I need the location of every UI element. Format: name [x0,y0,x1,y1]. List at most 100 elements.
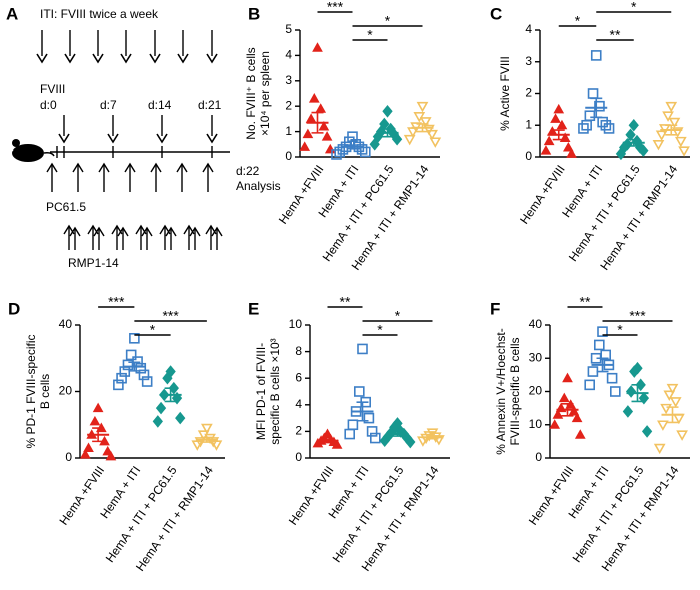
y-tick-label: 4 [295,397,302,411]
y-tick-label: 2 [295,424,302,438]
error-bar [561,403,574,417]
significance-label: ** [610,27,621,43]
arrow-head [177,53,189,64]
significance-label: * [631,0,637,15]
error-bar [596,357,609,373]
data-point [543,135,555,146]
data-point [590,50,602,61]
error-bar [391,431,404,437]
analysis-label: Analysis [236,179,281,193]
error-bar [346,144,359,150]
data-point [79,449,91,459]
panel-label: F [490,299,500,318]
arrow-head [149,53,161,64]
data-point [669,397,682,408]
arrow-head [93,226,105,237]
y-tick-label: 2 [525,86,532,100]
error-bar [164,387,177,403]
data-point [379,434,390,447]
arrow-head [124,162,136,173]
arrow-head [150,162,162,173]
error-bar [311,111,324,134]
data-point [603,123,615,134]
data-point [663,390,676,401]
error-bar [416,123,429,133]
y-tick-label: 2 [285,98,292,112]
data-point [312,42,323,52]
arrow-head [120,53,132,64]
panel-label: B [248,4,260,23]
y-tick-label: 30 [529,350,543,364]
mouse-icon [10,139,55,162]
data-point [201,423,213,435]
arrow-head [211,226,223,237]
data-point [152,415,163,428]
arrow-head [98,162,110,173]
data-point [155,401,167,415]
arrow-head [206,53,218,64]
data-point [318,121,330,131]
data-point [553,103,565,114]
pc-label: PC61.5 [46,200,86,214]
y-tick-label: 3 [285,73,292,87]
y-tick-label: 4 [525,22,532,36]
data-point [122,359,134,371]
data-point [407,127,419,138]
data-point [116,372,127,384]
data-point [574,429,586,439]
arrow-head [69,226,81,237]
data-point [652,140,665,151]
data-point [658,124,671,135]
y-axis-label: FVIII-specific B cells [508,337,522,445]
data-point [587,88,599,99]
data-point [105,450,117,461]
schematic-fviii: FVIII [40,82,65,96]
data-point [138,369,150,381]
x-tick-label: HemA +FVIII [276,163,327,227]
data-point [312,437,324,448]
y-tick-label: 3 [525,54,532,68]
data-point [581,119,592,131]
significance-label: * [395,308,401,324]
y-axis-label: B cells [38,374,52,409]
data-point [119,366,131,377]
arrow-head [36,53,48,64]
significance-label: * [385,13,391,29]
data-point [353,386,365,397]
data-point [405,435,416,449]
day-label: d:0 [40,98,57,112]
error-bar [200,436,213,443]
day-label: d:14 [148,98,172,112]
data-point [382,104,393,118]
data-point [344,428,356,440]
data-point [562,141,574,152]
data-point [668,117,681,129]
error-bar [627,138,640,147]
day-label: d:21 [198,98,222,112]
data-point [571,412,583,423]
data-point [334,146,346,158]
data-point [423,124,435,136]
error-bar [665,124,678,136]
error-bar [590,97,603,119]
significance-label: *** [629,308,646,324]
y-tick-label: 6 [295,370,302,384]
x-tick-label: HemA + ITI + PC61.5 [566,162,643,264]
y-tick-label: 20 [529,384,543,398]
data-point [357,343,368,355]
y-tick-label: 1 [525,117,532,131]
error-bar [321,438,334,443]
y-axis-label: % Active FVIII [498,56,512,131]
data-point [606,372,618,384]
data-point [315,103,327,113]
data-point [419,117,432,128]
arrow-head [206,133,218,144]
data-point [653,443,666,455]
data-point [308,93,320,103]
data-point [628,118,639,132]
y-tick-label: 8 [295,344,302,358]
error-bar [356,401,369,422]
data-point [433,435,445,446]
data-point [113,379,124,391]
